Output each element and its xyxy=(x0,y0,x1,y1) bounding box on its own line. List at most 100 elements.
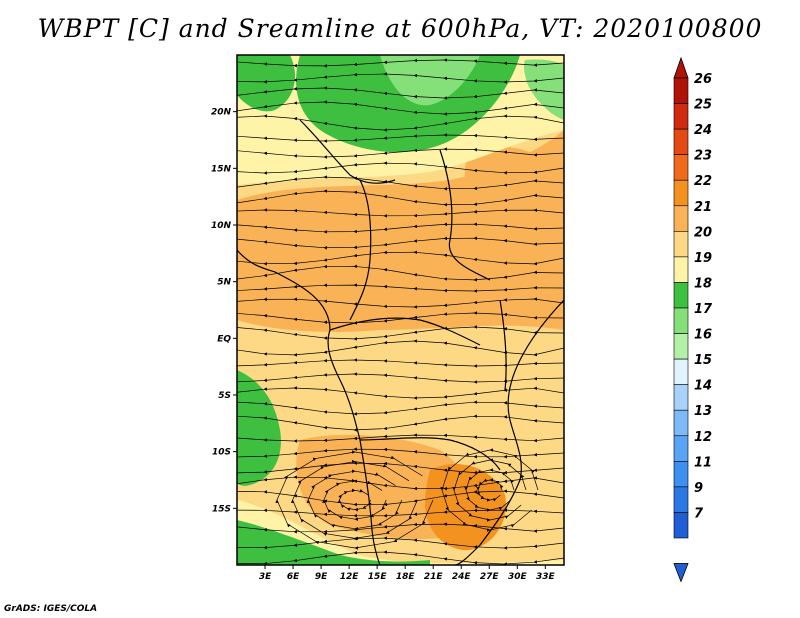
y-tick-label: 15S xyxy=(212,504,231,514)
x-tick-label: 15E xyxy=(368,572,388,582)
colorbar-label: 20 xyxy=(694,225,712,240)
x-tick-label: 24E xyxy=(452,572,472,582)
wbpt-field xyxy=(237,55,564,565)
streamlines xyxy=(237,58,564,565)
y-tick-label: 10N xyxy=(211,221,232,231)
colorbar-label: 24 xyxy=(694,123,712,138)
colorbar-swatch xyxy=(673,435,689,462)
colorbar-label: 14 xyxy=(694,379,712,394)
border-northeast xyxy=(439,149,491,281)
colorbar-label: 12 xyxy=(694,430,712,445)
x-tick-label: 12E xyxy=(340,572,360,582)
y-axis: 20N 15N 10N 5N EQ 5S 10S 15S xyxy=(211,108,237,514)
footer-credit: GrADS: IGES/COLA xyxy=(4,604,98,614)
map-frame xyxy=(236,54,565,566)
colorbar-swatch xyxy=(673,205,689,232)
streamline xyxy=(237,400,564,416)
streamline xyxy=(237,311,564,325)
streamline xyxy=(237,264,564,282)
colorbar-swatch xyxy=(673,486,689,513)
colorbar-swatch xyxy=(673,179,689,207)
streamline xyxy=(237,433,564,443)
streamline xyxy=(237,339,564,357)
colorbar-swatch xyxy=(673,461,689,488)
country-borders xyxy=(237,119,564,565)
y-tick-label: 15N xyxy=(211,164,232,174)
colorbar-label: 9 xyxy=(694,481,703,496)
colorbar-min-arrow xyxy=(673,563,689,583)
y-tick-label: 5S xyxy=(218,391,231,401)
streamline xyxy=(275,450,434,550)
chart-title: WBPT [C] and Sreamline at 600hPa, VT: 20… xyxy=(37,14,763,43)
streamline xyxy=(237,358,564,368)
streamline xyxy=(237,161,564,175)
colorbar-label: 23 xyxy=(694,149,712,164)
streamline xyxy=(237,372,564,384)
colorbar-label: 11 xyxy=(694,455,712,470)
colorbar-label: 15 xyxy=(694,353,712,368)
border-north xyxy=(349,179,372,321)
streamline xyxy=(237,283,564,293)
colorbar-swatch xyxy=(673,77,689,104)
colorbar-label: 19 xyxy=(694,251,712,266)
x-tick-label: 33E xyxy=(536,572,556,582)
colorbar-swatch xyxy=(673,307,689,334)
colorbar-swatch xyxy=(673,358,689,385)
colorbar-label: 25 xyxy=(694,98,712,113)
border-northwest xyxy=(299,119,396,184)
y-tick-label: 5N xyxy=(217,278,231,288)
colorbar-swatch xyxy=(673,256,689,283)
streamline xyxy=(237,550,564,565)
x-tick-label: 18E xyxy=(396,572,416,582)
x-tick-label: 9E xyxy=(315,572,328,582)
x-axis: 3E 6E 9E 12E 15E 18E 21E 24E 27E 30E 33E xyxy=(259,565,556,582)
colorbar-label: 26 xyxy=(694,72,712,87)
colorbar-label: 18 xyxy=(694,276,712,291)
streamline xyxy=(237,208,564,218)
colorbar-swatch xyxy=(673,384,689,411)
x-tick-label: 6E xyxy=(287,572,300,582)
colorbar-swatch xyxy=(673,409,689,437)
colorbar-label: 16 xyxy=(694,328,712,343)
border-lake xyxy=(499,299,507,391)
colorbar-label: 21 xyxy=(694,200,712,215)
x-tick-label: 3E xyxy=(259,572,272,582)
colorbar-swatch xyxy=(673,512,689,539)
colorbar-swatch xyxy=(673,282,689,309)
y-tick-label: EQ xyxy=(217,334,231,344)
x-tick-label: 30E xyxy=(508,572,528,582)
streamline xyxy=(237,297,564,309)
y-tick-label: 10S xyxy=(212,448,231,458)
streamline xyxy=(237,250,564,266)
colorbar-label: 7 xyxy=(694,506,704,521)
colorbar-swatch xyxy=(673,154,689,181)
colorbar-label: 17 xyxy=(694,302,713,317)
streamline xyxy=(237,175,564,191)
streamline xyxy=(237,86,564,100)
x-tick-label: 21E xyxy=(424,572,444,582)
colorbar-max-arrow xyxy=(673,56,689,79)
y-tick-label: 20N xyxy=(211,108,232,118)
streamline xyxy=(237,133,564,143)
colorbar-label: 22 xyxy=(694,174,712,189)
streamline xyxy=(237,147,564,159)
coastline-east xyxy=(454,299,564,565)
streamline xyxy=(237,114,564,132)
streamline xyxy=(237,72,564,84)
colorbar: 26 25 24 23 22 21 20 19 18 17 16 15 14 13 12 11 9 7 xyxy=(673,56,713,583)
border-central xyxy=(329,317,481,346)
border-south xyxy=(359,437,501,471)
streamline xyxy=(237,58,564,68)
colorbar-swatch xyxy=(673,333,689,360)
colorbar-label: 13 xyxy=(694,404,712,419)
colorbar-swatch xyxy=(673,231,689,258)
streamline xyxy=(237,222,564,234)
colorbar-swatch xyxy=(673,128,689,155)
x-tick-label: 27E xyxy=(480,572,500,582)
colorbar-swatch xyxy=(673,103,689,130)
streamline xyxy=(237,325,564,341)
streamline xyxy=(237,189,564,207)
streamline xyxy=(237,100,564,116)
streamline xyxy=(237,236,564,250)
